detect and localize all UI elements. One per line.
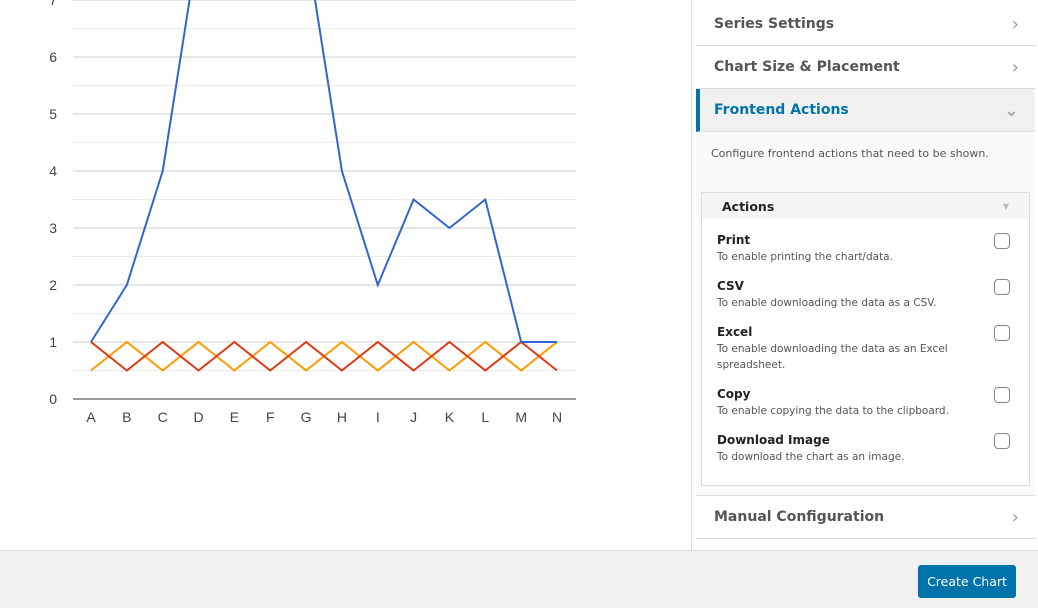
x-tick-label: N [552,409,562,425]
x-tick-label: H [337,409,347,425]
chevron-right-icon: › [1011,506,1019,528]
action-checkbox[interactable] [994,433,1010,449]
section-manual-configuration[interactable]: Manual Configuration › [696,496,1035,539]
section-series-settings[interactable]: Series Settings › [696,0,1035,46]
action-description: To enable downloading the data as an Exc… [717,343,948,371]
x-tick-label: K [445,409,455,425]
chevron-down-icon: ⌄ [1003,99,1019,121]
y-tick-label: 1 [49,334,57,350]
actions-title: Actions [722,198,775,214]
actions-group: Actions ▼ Print To enable printing the c… [701,192,1030,486]
chart-preview: 0 1 2 3 4 5 6 7 A B C D E F G H I J K L M N [49,0,576,425]
x-tick-label: D [193,409,203,425]
frontend-actions-body: Configure frontend actions that need to … [696,132,1035,496]
action-checkbox[interactable] [994,325,1010,341]
action-description: To enable copying the data to the clipbo… [717,405,949,417]
create-chart-button[interactable]: Create Chart [918,565,1016,598]
action-item-print: Print To enable printing the chart/data. [702,219,1029,265]
section-description: Configure frontend actions that need to … [711,147,989,160]
x-tick-label: F [266,409,275,425]
series-line [90,340,558,372]
action-description: To enable downloading the data as a CSV. [717,297,937,309]
x-tick-label: B [122,409,131,425]
panel-divider [691,0,692,550]
chevron-right-icon: › [1011,56,1019,78]
action-checkbox[interactable] [994,279,1010,295]
section-frontend-actions[interactable]: Frontend Actions ⌄ [696,89,1035,132]
chevron-right-icon: › [1011,13,1019,35]
section-chart-size-placement[interactable]: Chart Size & Placement › [696,46,1035,89]
caret-down-icon: ▼ [1002,201,1009,211]
action-label: Download Image [717,433,830,447]
section-label: Series Settings [714,16,835,32]
action-label: Print [717,233,751,247]
section-label: Frontend Actions [714,102,849,118]
x-tick-label: E [230,409,239,425]
x-tick-label: G [301,409,312,425]
section-label: Manual Configuration [714,509,885,525]
action-label: Copy [717,387,751,401]
x-tick-label: C [158,409,168,425]
line-chart: 0 1 2 3 4 5 6 7 A B C D E F G H I J K L M N [49,0,576,425]
series-line [90,0,557,343]
action-checkbox[interactable] [994,233,1010,249]
y-tick-label: 0 [49,391,57,407]
y-tick-label: 5 [49,106,57,122]
settings-panel: Series Settings › Chart Size & Placement… [696,0,1035,550]
action-item-csv: CSV To enable downloading the data as a … [702,265,1029,311]
x-tick-label: A [86,409,96,425]
action-description: To download the chart as an image. [717,451,905,463]
action-checkbox[interactable] [994,387,1010,403]
action-item-excel: Excel To enable downloading the data as … [702,311,1029,373]
bottom-bar: Create Chart [0,550,1038,608]
action-item-copy: Copy To enable copying the data to the c… [702,373,1029,419]
y-tick-label: 6 [49,49,57,65]
action-label: Excel [717,325,753,339]
x-tick-label: M [515,409,527,425]
section-label: Chart Size & Placement [714,59,900,75]
x-tick-label: L [481,409,489,425]
y-tick-label: 3 [49,220,57,236]
y-tick-label: 4 [49,163,57,179]
action-description: To enable printing the chart/data. [717,251,893,263]
action-label: CSV [717,279,744,293]
actions-group-header[interactable]: Actions ▼ [702,193,1029,219]
x-tick-label: J [410,409,417,425]
y-tick-label: 2 [49,277,57,293]
action-item-download-image: Download Image To download the chart as … [702,419,1029,465]
x-tick-label: I [376,409,380,425]
y-tick-label: 7 [49,0,57,8]
